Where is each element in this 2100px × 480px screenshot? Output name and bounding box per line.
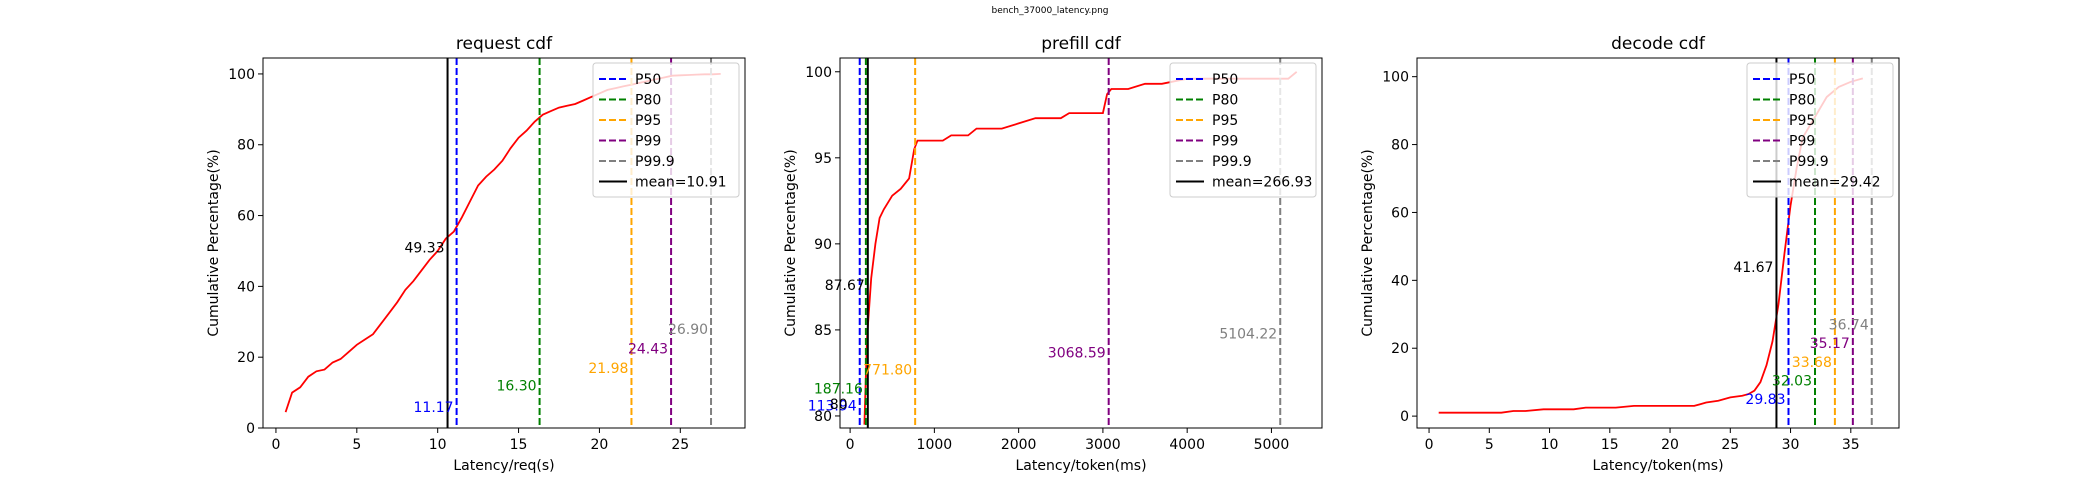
y-tick-label: 90	[814, 237, 832, 253]
legend-label: P99.9	[1212, 154, 1252, 170]
legend: P50 P80 P95 P99 P99.9 mean=266.93	[1169, 62, 1317, 198]
percentile-label: 16.30	[496, 379, 536, 395]
percentile-label: 24.43	[628, 341, 668, 357]
chart-panel-1: request cdf 0 5 10 15 20 25 0 20 40 60 80 100 Latency…	[206, 34, 746, 474]
percentile-label: 36.74	[1829, 317, 1869, 333]
legend-label: P80	[1789, 93, 1815, 109]
y-tick-label: 85	[814, 323, 832, 339]
y-tick-label: 40	[1391, 273, 1409, 289]
legend-label: mean=266.93	[1212, 175, 1312, 191]
legend-label: mean=10.91	[635, 175, 727, 191]
x-tick-label: 2000	[1001, 437, 1037, 453]
percentile-label: 187.16	[814, 381, 863, 397]
legend-label: P99.9	[1789, 154, 1829, 170]
chart-title: request cdf	[456, 34, 553, 54]
x-tick-label: 20	[1661, 437, 1679, 453]
y-tick-label: 0	[246, 421, 255, 437]
x-tick-label: 1000	[917, 437, 953, 453]
x-tick-label: 25	[1721, 437, 1739, 453]
x-tick-label: 10	[1541, 437, 1559, 453]
y-tick-label: 20	[237, 350, 255, 366]
x-tick-label: 10	[429, 437, 447, 453]
extra-label: 80	[830, 397, 848, 413]
percentile-label: 113.94	[808, 399, 857, 415]
x-tick-label: 5000	[1254, 437, 1290, 453]
chart-panel-2: prefill cdf 0 1000 2000 3000 4000 5000 80 85 90 95…	[783, 34, 1323, 474]
legend-label: mean=29.42	[1789, 175, 1881, 191]
legend-box	[1746, 62, 1894, 198]
y-tick-label: 80	[1391, 138, 1409, 154]
y-tick-label: 100	[805, 65, 832, 81]
x-tick-label: 5	[352, 437, 361, 453]
legend-label: P99	[635, 134, 661, 150]
y-tick-label: 40	[237, 279, 255, 295]
y-tick-label: 60	[1391, 205, 1409, 221]
y-tick-label: 20	[1391, 341, 1409, 357]
x-tick-label: 3000	[1085, 437, 1121, 453]
percentile-label: 3068.59	[1048, 345, 1106, 361]
x-tick-label: 0	[846, 437, 855, 453]
legend-label: P95	[635, 113, 661, 129]
legend-label: P99	[1212, 134, 1238, 150]
legend-label: P99.9	[635, 154, 675, 170]
x-axis-label: Latency/token(ms)	[1015, 458, 1146, 474]
figure-title: bench_37000_latency.png	[991, 6, 1109, 16]
axes-frame	[1416, 57, 1900, 429]
chart-panel-3: decode cdf 0 5 10 15 20 25 30 35 0 20 40 60 80 100 Late…	[1360, 34, 1900, 474]
axes-frame	[262, 57, 746, 429]
y-tick-label: 80	[237, 138, 255, 154]
legend-label: P50	[635, 72, 661, 88]
x-tick-label: 5	[1485, 437, 1494, 453]
percentile-label: 26.90	[668, 322, 708, 338]
x-tick-label: 15	[1601, 437, 1619, 453]
y-axis-label: Cumulative Percentage(%)	[206, 149, 222, 336]
x-tick-label: 25	[671, 437, 689, 453]
y-tick-label: 80	[814, 409, 832, 425]
mean-annotation: 49.33	[404, 240, 444, 256]
chart-title: decode cdf	[1611, 34, 1706, 54]
legend-label: P50	[1212, 72, 1238, 88]
legend: P50 P80 P95 P99 P99.9 mean=10.91	[592, 62, 740, 198]
chart-title: prefill cdf	[1041, 34, 1122, 54]
legend-label: P80	[635, 93, 661, 109]
mean-annotation: 41.67	[1733, 260, 1773, 276]
cdf-curve	[863, 71, 1298, 425]
y-tick-label: 60	[237, 209, 255, 225]
x-tick-label: 4000	[1169, 437, 1205, 453]
x-tick-label: 20	[591, 437, 609, 453]
x-tick-label: 35	[1842, 437, 1860, 453]
y-tick-label: 100	[228, 67, 255, 83]
percentile-label: 21.98	[588, 361, 628, 377]
percentile-label: 771.80	[863, 362, 912, 378]
legend-box	[592, 62, 740, 198]
legend-label: P95	[1789, 113, 1815, 129]
legend-label: P80	[1212, 93, 1238, 109]
legend: P50 P80 P95 P99 P99.9 mean=29.42	[1746, 62, 1894, 198]
x-tick-label: 0	[1425, 437, 1434, 453]
percentile-label: 11.17	[414, 400, 454, 416]
legend-label: P99	[1789, 134, 1815, 150]
percentile-label: 35.17	[1810, 336, 1850, 352]
y-tick-label: 0	[1400, 409, 1409, 425]
percentile-label: 5104.22	[1219, 326, 1277, 342]
x-tick-label: 15	[510, 437, 528, 453]
percentile-label: 29.83	[1745, 392, 1785, 408]
x-tick-label: 30	[1782, 437, 1800, 453]
x-axis-label: Latency/req(s)	[453, 458, 554, 474]
y-axis-label: Cumulative Percentage(%)	[1360, 149, 1376, 336]
mean-annotation: 87.67	[825, 278, 865, 294]
legend-box	[1169, 62, 1317, 198]
y-axis-label: Cumulative Percentage(%)	[783, 149, 799, 336]
axes-frame	[839, 57, 1323, 429]
y-tick-label: 100	[1382, 70, 1409, 86]
legend-label: P50	[1789, 72, 1815, 88]
percentile-label: 32.03	[1772, 373, 1812, 389]
percentile-label: 33.68	[1792, 355, 1832, 371]
legend-label: P95	[1212, 113, 1238, 129]
x-axis-label: Latency/token(ms)	[1592, 458, 1723, 474]
y-tick-label: 95	[814, 151, 832, 167]
x-tick-label: 0	[271, 437, 280, 453]
